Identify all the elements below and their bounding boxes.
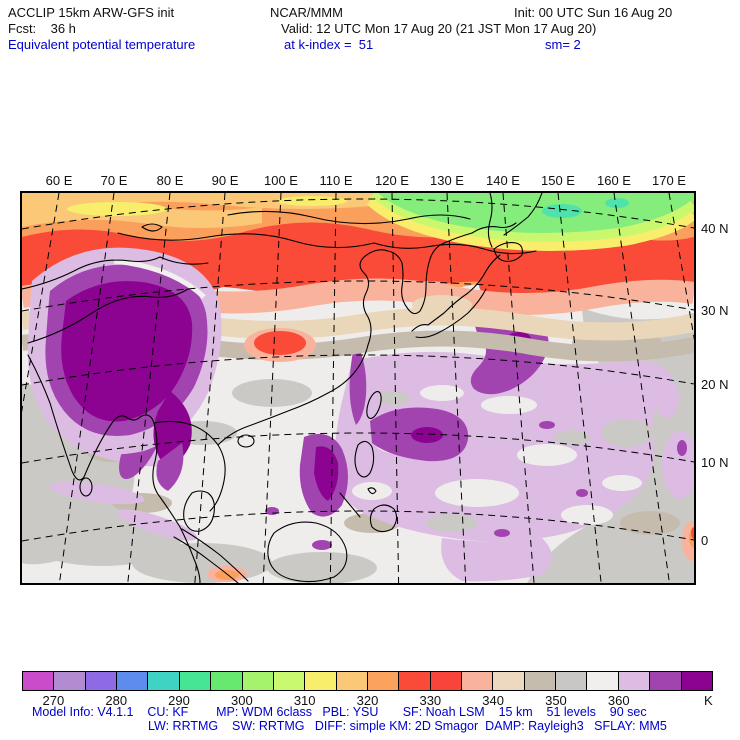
lon-label-100E: 100 E	[264, 173, 298, 188]
model-physics-line1: Model Info: V4.1.1 CU: KF MP: WDM 6class…	[32, 705, 647, 719]
forecast-hour-label: Fcst: 36 h	[8, 21, 76, 36]
colorbar-tick-330: 330	[419, 693, 442, 708]
colorbar-cell-10	[336, 672, 367, 690]
lon-label-80E: 80 E	[156, 173, 184, 188]
lon-label-110E: 110 E	[319, 173, 353, 188]
colorbar-cell-17	[556, 672, 587, 690]
coastlines	[22, 193, 543, 583]
colorbar-unit-label: K	[704, 693, 713, 708]
meridian-90E	[194, 193, 226, 583]
lon-label-90E: 90 E	[211, 173, 239, 188]
meridian-170E	[668, 193, 694, 341]
colorbar-cell-9	[305, 672, 336, 690]
white-mottling	[352, 385, 642, 525]
theta-e-map	[22, 193, 694, 583]
lon-label-130E: 130 E	[430, 173, 464, 188]
lat-label-0: 0	[701, 533, 709, 548]
colorbar-cell-19	[618, 672, 650, 690]
lon-label-140E: 140 E	[486, 173, 520, 188]
colorbar-tick-350: 350	[545, 693, 567, 708]
meridian-120E	[391, 193, 400, 583]
colorbar-cell-0	[23, 672, 54, 690]
meridian-100E	[262, 193, 282, 583]
colorbar-cell-16	[524, 672, 556, 690]
meridian-150E	[557, 193, 602, 583]
colorbar-cell-12	[399, 672, 430, 690]
lat-label-30N: 30 N	[701, 303, 729, 318]
colorbar-tick-290: 290	[168, 693, 190, 708]
colorbar-cell-6	[211, 672, 242, 690]
parallel-10N	[22, 432, 694, 464]
lat-label-40N: 40 N	[701, 221, 729, 236]
colorbar-tick-360: 360	[607, 693, 630, 708]
parallel-0	[22, 510, 694, 542]
parallel-40N	[22, 198, 694, 230]
colorbar-cell-13	[430, 672, 462, 690]
parallel-20N	[22, 354, 694, 386]
meridian-130E	[446, 193, 467, 583]
meridian-80E	[127, 193, 171, 583]
lat-label-20N: 20 N	[701, 377, 729, 392]
warm-accents	[207, 328, 694, 582]
meridian-70E	[58, 193, 115, 583]
colorbar-cell-8	[273, 672, 305, 690]
colorbar-cell-4	[148, 672, 179, 690]
colorbar-cell-20	[650, 672, 681, 690]
model-physics-line2: LW: RRTMG SW: RRTMG DIFF: simple KM: 2D …	[148, 719, 667, 733]
meridian-60E	[22, 193, 60, 413]
colorbar-cell-18	[587, 672, 618, 690]
colorbar-cell-14	[462, 672, 493, 690]
model-run-title: ACCLIP 15km ARW-GFS init	[8, 5, 175, 20]
meridian-160E	[613, 193, 670, 583]
colorbar-cell-1	[54, 672, 85, 690]
lat-lon-grid	[22, 193, 694, 583]
meridian-110E	[329, 193, 337, 583]
map-panel	[20, 191, 696, 585]
colorbar-cell-21	[681, 672, 712, 690]
org-label: NCAR/MMM	[270, 5, 343, 20]
level-label: at k-index = 51	[284, 37, 374, 52]
field-title: Equivalent potential temperature	[8, 37, 196, 52]
colorbar-cell-5	[179, 672, 211, 690]
colorbar-tick-320: 320	[356, 693, 379, 708]
colorbar-tick-340: 340	[482, 693, 504, 708]
lon-label-60E: 60 E	[45, 173, 73, 188]
lon-label-70E: 70 E	[100, 173, 128, 188]
colorbar-tick-300: 300	[231, 693, 253, 708]
smoothing-label: sm= 2	[545, 37, 581, 52]
colorbar-cell-2	[85, 672, 117, 690]
valid-time-label: Valid: 12 UTC Mon 17 Aug 20 (21 JST Mon …	[281, 21, 597, 36]
colorbar-tick-310: 310	[293, 693, 316, 708]
colorbar-cell-15	[493, 672, 524, 690]
colorbar-cell-7	[242, 672, 273, 690]
colorbar-tick-270: 270	[42, 693, 65, 708]
lon-label-120E: 120 E	[375, 173, 409, 188]
lon-label-160E: 160 E	[597, 173, 631, 188]
lat-label-10N: 10 N	[701, 455, 729, 470]
colorbar-tick-280: 280	[105, 693, 128, 708]
lon-label-150E: 150 E	[541, 173, 575, 188]
india-theta-e-max	[27, 247, 222, 491]
colorbar	[22, 671, 713, 691]
lon-label-170E: 170 E	[652, 173, 686, 188]
colorbar-cell-3	[117, 672, 148, 690]
init-time-label: Init: 00 UTC Sun 16 Aug 20	[514, 5, 673, 20]
gray-mottling	[378, 391, 653, 532]
colorbar-cell-11	[367, 672, 399, 690]
parallel-30N	[22, 280, 694, 312]
